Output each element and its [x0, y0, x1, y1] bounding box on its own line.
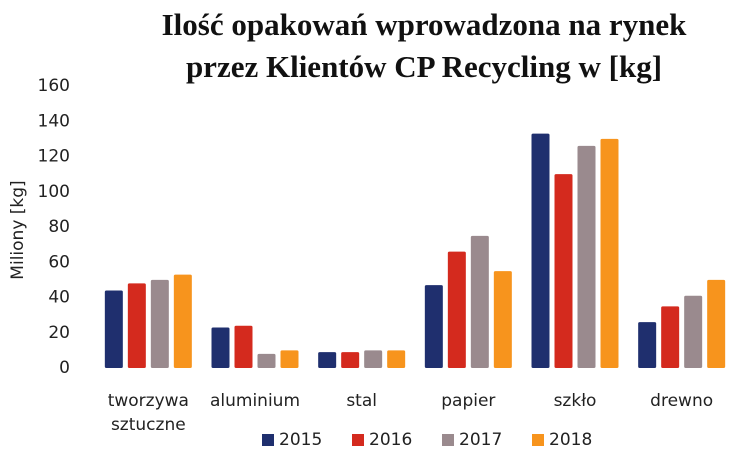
bar	[600, 138, 619, 368]
bar	[493, 271, 512, 368]
legend-swatch	[532, 434, 544, 446]
bar	[684, 295, 703, 368]
bar	[341, 352, 360, 368]
bar	[424, 285, 443, 368]
bar	[638, 322, 657, 368]
x-tick-label: szkło	[553, 391, 597, 411]
bar	[531, 133, 550, 368]
y-tick-label: 160	[38, 76, 70, 96]
bar	[447, 251, 466, 368]
y-tick-label: 20	[48, 323, 70, 343]
bar	[707, 279, 726, 368]
bar	[661, 306, 680, 368]
bar	[234, 325, 253, 368]
x-tick-label: stal	[346, 391, 377, 411]
legend-swatch	[442, 434, 454, 446]
y-axis-label: Miliony [kg]	[8, 180, 28, 279]
bar	[104, 290, 123, 368]
x-tick-label: drewno	[650, 391, 714, 411]
y-tick-label: 100	[38, 182, 70, 202]
y-tick-label: 120	[38, 147, 70, 167]
x-tick-label: aluminium	[209, 391, 301, 411]
bar	[127, 283, 146, 368]
bar	[257, 353, 276, 368]
legend-swatch	[352, 434, 364, 446]
x-tick-label: tworzywa sztuczne	[107, 391, 189, 435]
chart-title: przez Klientów CP Recycling w [kg]	[186, 49, 662, 84]
legend-label: 2016	[369, 430, 412, 450]
x-tick-label: papier	[441, 391, 496, 411]
legend-swatch	[262, 434, 274, 446]
bar	[280, 350, 299, 368]
legend-label: 2017	[459, 430, 502, 450]
y-tick-label: 140	[38, 111, 70, 131]
bar	[554, 174, 573, 368]
bar	[173, 274, 192, 368]
legend-label: 2018	[549, 430, 592, 450]
bar	[364, 350, 383, 368]
bar	[470, 235, 489, 368]
y-tick-label: 0	[59, 358, 70, 378]
bar	[577, 145, 596, 368]
chart-title: Ilość opakowań wprowadzona na rynek	[162, 7, 688, 42]
y-tick-label: 60	[48, 252, 70, 272]
y-tick-label: 80	[48, 217, 70, 237]
legend-label: 2015	[279, 430, 322, 450]
bar	[318, 352, 337, 368]
bar	[211, 327, 230, 368]
bar	[387, 350, 406, 368]
bar	[150, 279, 169, 368]
y-tick-label: 40	[48, 288, 70, 308]
